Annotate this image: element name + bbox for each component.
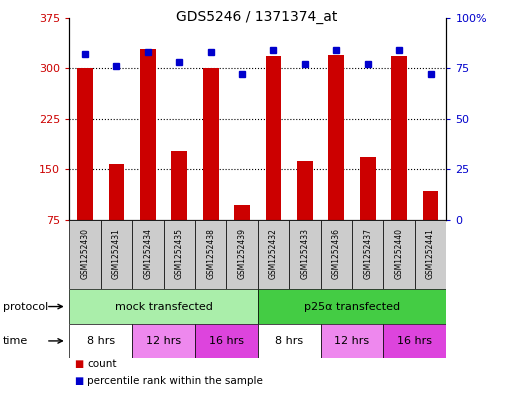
Text: 12 hrs: 12 hrs [146,336,181,346]
Bar [383,324,446,358]
Text: 8 hrs: 8 hrs [275,336,303,346]
Bar [226,220,258,289]
Text: time: time [3,336,28,346]
Bar [328,55,344,220]
Bar [360,157,376,220]
Bar [258,289,446,324]
Text: GSM1252439: GSM1252439 [238,228,247,279]
Text: mock transfected: mock transfected [114,301,212,312]
Text: 8 hrs: 8 hrs [87,336,115,346]
Bar [195,220,226,289]
Text: GSM1252436: GSM1252436 [332,228,341,279]
Bar [195,324,258,358]
Bar [69,220,101,289]
Text: 16 hrs: 16 hrs [398,336,432,346]
Bar [321,220,352,289]
Text: GSM1252440: GSM1252440 [394,228,404,279]
Bar [69,324,132,358]
Text: percentile rank within the sample: percentile rank within the sample [87,376,263,386]
Bar [321,324,383,358]
Bar [77,68,93,220]
Bar [109,164,124,220]
Text: GDS5246 / 1371374_at: GDS5246 / 1371374_at [176,10,337,24]
Bar [289,220,321,289]
Text: GSM1252430: GSM1252430 [81,228,89,279]
Text: 12 hrs: 12 hrs [334,336,369,346]
Bar [266,56,281,220]
Bar [132,220,164,289]
Text: GSM1252435: GSM1252435 [175,228,184,279]
Text: 16 hrs: 16 hrs [209,336,244,346]
Bar [140,50,155,220]
Bar [258,324,321,358]
Bar [69,289,258,324]
Bar [101,220,132,289]
Text: p25α transfected: p25α transfected [304,301,400,312]
Bar [383,220,415,289]
Text: ■: ■ [74,376,84,386]
Bar [415,220,446,289]
Text: GSM1252431: GSM1252431 [112,228,121,279]
Bar [164,220,195,289]
Text: GSM1252437: GSM1252437 [363,228,372,279]
Bar [171,151,187,220]
Text: GSM1252438: GSM1252438 [206,228,215,279]
Bar [297,161,313,220]
Text: GSM1252433: GSM1252433 [301,228,309,279]
Bar [234,205,250,220]
Text: GSM1252432: GSM1252432 [269,228,278,279]
Bar [132,324,195,358]
Bar [258,220,289,289]
Bar [391,56,407,220]
Text: ■: ■ [74,358,84,369]
Bar [352,220,383,289]
Bar [423,191,439,220]
Bar [203,68,219,220]
Text: count: count [87,358,117,369]
Text: GSM1252434: GSM1252434 [143,228,152,279]
Text: GSM1252441: GSM1252441 [426,228,435,279]
Text: protocol: protocol [3,301,48,312]
